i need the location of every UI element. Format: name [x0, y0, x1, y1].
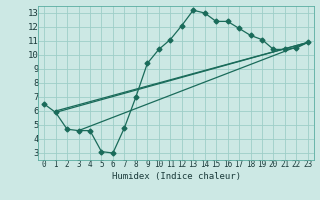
- X-axis label: Humidex (Indice chaleur): Humidex (Indice chaleur): [111, 172, 241, 181]
